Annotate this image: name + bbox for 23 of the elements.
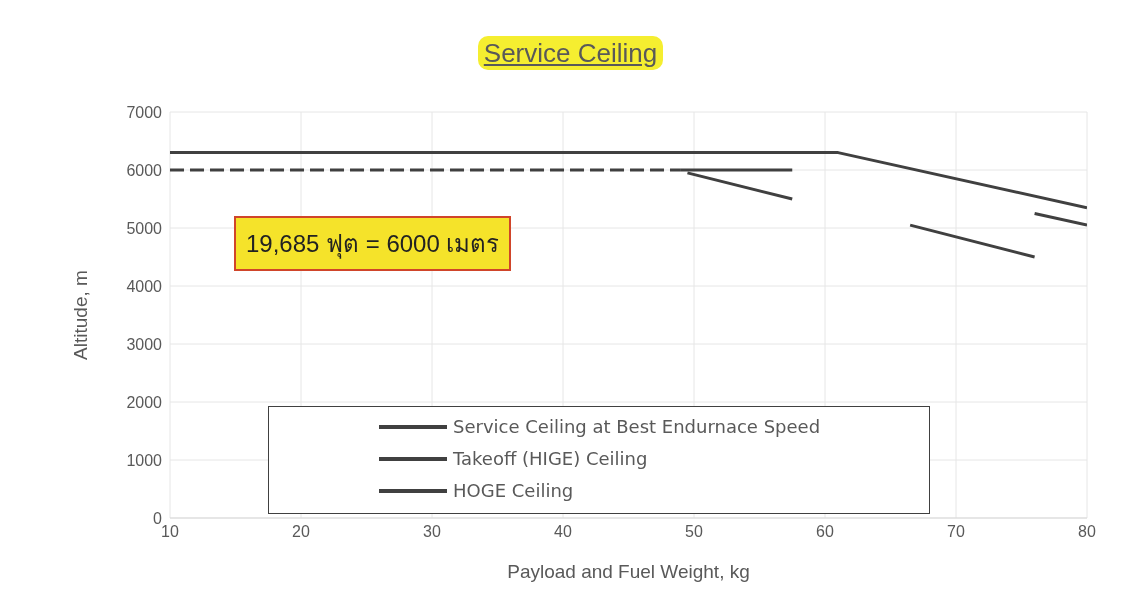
y-tick-label: 2000 [126, 393, 163, 411]
x-tick-label: 50 [685, 523, 703, 541]
legend-label: Service Ceiling at Best Endurnace Speed [453, 415, 821, 439]
y-tick-label: 6000 [126, 161, 163, 179]
y-tick-label: 4000 [126, 277, 163, 295]
y-tick-label: 3000 [126, 335, 163, 353]
y-tick-label: 7000 [126, 103, 163, 121]
x-tick-label: 20 [292, 523, 310, 541]
legend-label: HOGE Ceiling [453, 479, 574, 503]
x-axis-title: Payload and Fuel Weight, kg [507, 561, 750, 582]
y-tick-label: 5000 [126, 219, 163, 237]
x-tick-label: 80 [1078, 523, 1096, 541]
y-tick-label: 1000 [126, 451, 163, 469]
x-tick-label: 60 [816, 523, 834, 541]
chart-title: Service Ceiling [477, 36, 664, 70]
x-tick-label: 10 [161, 523, 179, 541]
annotation: 19,685 ฟุต = 6000 เมตร [234, 216, 512, 271]
y-tick-label: 0 [153, 509, 163, 527]
y-axis-title: Altitude, m [69, 270, 91, 360]
legend-label: Takeoff (HIGE) Ceiling [453, 447, 648, 471]
x-tick-label: 30 [423, 523, 441, 541]
x-tick-label: 40 [554, 523, 572, 541]
x-tick-label: 70 [947, 523, 965, 541]
